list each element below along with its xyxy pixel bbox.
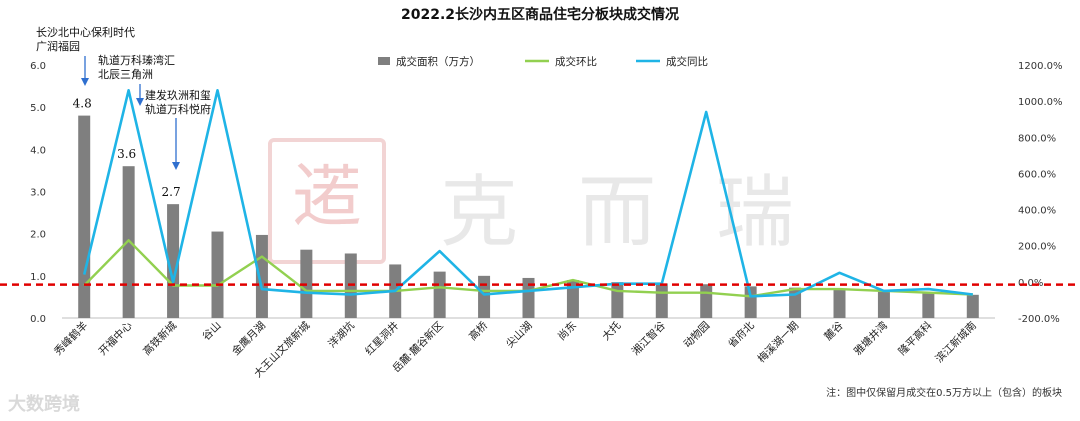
left-axis-tick-label: 0.0 [30,314,46,325]
bar-value-label: 4.8 [73,97,92,111]
bar [611,282,624,318]
watermark-brand: 大数跨境 [8,394,80,415]
bar [122,166,135,318]
left-axis-tick-label: 3.0 [30,188,46,199]
bar [655,283,668,318]
x-axis-category-label: 省府北 [725,319,757,351]
watermark-logo-mark: 逽 [268,138,386,264]
right-axis-tick-label: -200.0% [1018,314,1060,325]
x-axis-category-label: 滨江新城南 [933,319,979,365]
bar-value-label: 2.7 [162,185,181,199]
bar [78,115,91,318]
bar [211,231,224,318]
left-axis-tick-label: 1.0 [30,272,46,283]
left-axis-tick-label: 4.0 [30,145,46,156]
x-axis-category-label: 麓谷 [822,319,846,343]
watermark-logo-text: 克而瑞 [440,168,855,258]
x-axis-category-label: 谷山 [200,320,223,343]
x-axis-category-label: 金鹰月湖 [229,319,268,358]
bar [966,294,979,318]
x-axis-category-label: 高铁新城 [140,319,179,358]
bar [566,280,579,318]
bar [922,293,935,318]
bar [833,289,846,318]
bar [744,286,757,318]
x-axis-category-label: 红星洞井 [362,319,401,358]
bar-value-label: 3.6 [117,147,136,161]
annotation-arrowhead [172,162,180,170]
right-axis-tick-label: 0.0% [1018,278,1043,289]
x-axis-category-label: 湘江智谷 [629,319,668,358]
right-axis-tick-label: 1000.0% [1018,97,1063,108]
legend-label: 成交面积（万方） [396,55,480,68]
left-axis-tick-label: 6.0 [30,61,46,72]
legend-swatch-bar [378,57,390,65]
x-axis-category-label: 开福中心 [96,319,135,358]
right-axis-tick-label: 600.0% [1018,169,1056,180]
x-axis-category-label: 尚东 [555,319,579,343]
annotation-label-3: 建发玖洲和玺 轨道万科悦府 [145,89,211,116]
legend-label: 成交环比 [555,55,597,68]
bar [700,284,713,318]
left-axis-tick-label: 2.0 [30,230,46,241]
annotation-arrowhead [81,78,89,86]
x-axis-category-label: 梅溪湖一期 [755,319,801,365]
right-axis-tick-label: 200.0% [1018,242,1056,253]
annotation-label-2: 轨道万科瑧湾汇 北辰三角洲 [98,54,175,81]
bar [478,275,491,318]
yoy-line [82,89,973,298]
left-axis-tick-label: 5.0 [30,103,46,114]
x-axis-category-label: 大托 [599,319,623,343]
bar [167,204,180,318]
footnote: 注：图中仅保留月成交在0.5万方以上（包含）的板块 [826,388,1062,399]
x-axis-category-label: 隆平高科 [896,319,935,358]
right-axis-tick-label: 400.0% [1018,206,1056,217]
bar [433,271,446,318]
bar [522,277,535,318]
x-axis-category-label: 尖山湖 [503,319,534,350]
annotation-label-1: 长沙北中心保利时代 广润福园 [36,26,135,53]
x-axis-category-label: 秀峰鹤羊 [51,319,90,358]
bar [877,291,890,318]
right-axis-tick-label: 1200.0% [1018,61,1063,72]
x-axis-category-label: 洋湖坑 [325,319,357,351]
annotation-arrowhead [136,98,144,106]
chart-title: 2022.2长沙内五区商品住宅分板块成交情况 [400,7,680,23]
right-axis-tick-label: 800.0% [1018,133,1056,144]
x-axis-category-label: 雅塘井湾 [851,319,890,358]
bar [255,234,268,318]
x-axis-category-label: 动物园 [681,319,712,350]
x-axis-category-label: 高桥 [466,319,490,343]
legend-label: 成交同比 [666,55,708,68]
